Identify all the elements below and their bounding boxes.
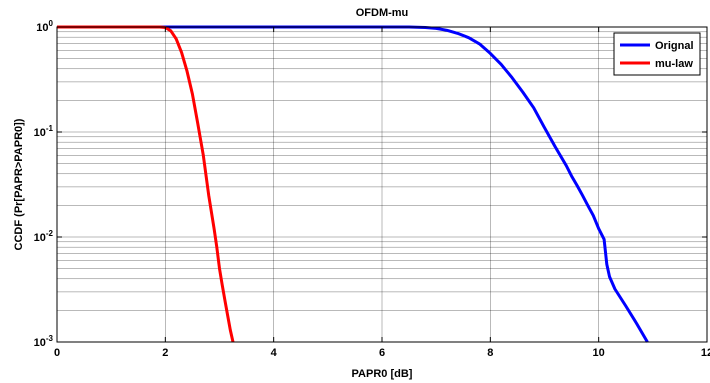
y-tick-label: 10-2: [34, 229, 54, 244]
series-line-orignal: [57, 25, 649, 343]
x-tick-label: 6: [379, 347, 385, 359]
x-axis-title: PAPR0 [dB]: [352, 368, 413, 380]
legend: Orignal mu-law: [613, 32, 701, 76]
series-line-mu-law: [57, 25, 235, 343]
legend-label: Orignal: [655, 40, 694, 52]
grid-lines: [57, 27, 707, 342]
x-tick-label: 2: [162, 347, 168, 359]
x-tick-label: 0: [54, 347, 60, 359]
y-tick-label: 100: [36, 19, 53, 34]
data-series: [57, 25, 649, 343]
y-tick-label: 10-1: [34, 124, 54, 139]
x-tick-label: 4: [271, 347, 278, 359]
x-tick-label: 12: [701, 347, 710, 359]
legend-label: mu-law: [655, 58, 693, 70]
chart-title: OFDM-mu: [356, 7, 409, 19]
legend-box: [613, 32, 701, 76]
y-axis-title: CCDF (Pr[PAPR>PAPR0]): [13, 118, 25, 250]
x-tick-label: 8: [487, 347, 493, 359]
x-tick-label: 10: [593, 347, 605, 359]
y-tick-label: 10-3: [34, 334, 54, 349]
axis-ticks: 0 2 4 6 8 10 12 100 10-1 10-2 10-3: [34, 19, 710, 359]
